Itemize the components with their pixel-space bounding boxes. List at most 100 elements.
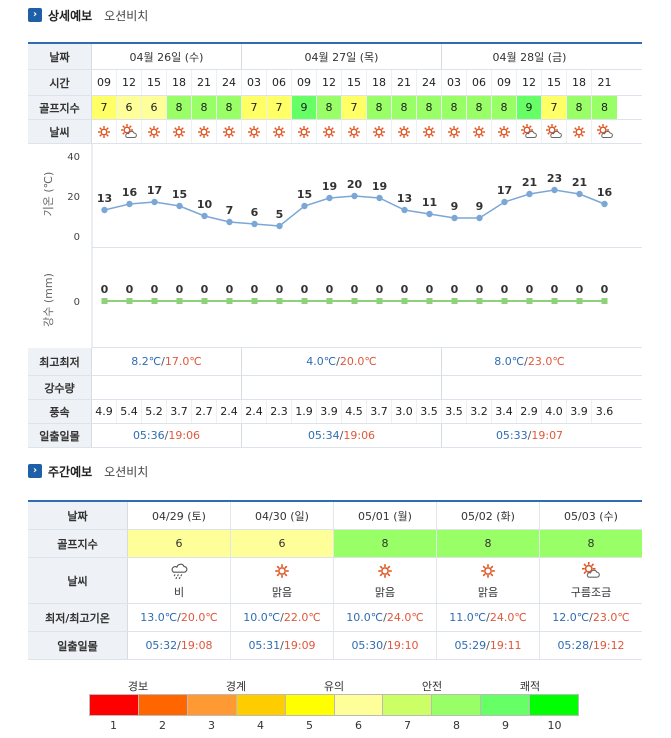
weekly-weather-row: 날씨 비 맑음 맑음 맑음 구름조금 (28, 558, 642, 604)
time-cell: 24 (417, 70, 442, 95)
data-label: 0 (326, 283, 334, 296)
scale-number: 4 (257, 719, 264, 732)
scale-swatch (90, 695, 139, 715)
detail-forecast-table: 날짜 04월 26일 (수) 04월 27일 (목) 04월 28일 (금) 시간 … (28, 42, 642, 448)
data-point (276, 298, 283, 304)
data-label: 0 (226, 283, 234, 296)
weekly-temp-label: 최저/최고기온 (28, 604, 128, 631)
golf-index-cell: 6 (117, 96, 142, 119)
data-label: 0 (576, 283, 584, 296)
scale-swatch (236, 695, 286, 715)
data-point (251, 220, 258, 228)
data-label: 0 (351, 283, 359, 296)
sun-icon (92, 120, 117, 143)
scale-swatch (187, 695, 237, 715)
golf-index-cell: 8 (367, 96, 392, 119)
rain-icon (170, 562, 188, 583)
min-temp: 13.0℃ (140, 611, 178, 624)
wind-cell: 1.9 (292, 400, 317, 423)
separator: / (383, 611, 387, 624)
sunset-time: 19:09 (283, 639, 316, 652)
time-cell: 06 (467, 70, 492, 95)
golf-index-cell: 8 (417, 96, 442, 119)
weekly-sun-cell: 05:32/19:08 (128, 632, 231, 659)
scale-number: 7 (404, 719, 411, 732)
time-cell: 21 (392, 70, 417, 95)
time-row: 시간 09 12 15 18 21 24 03 06 09 12 15 18 21 24 03 06 09 12 1… (28, 70, 642, 96)
data-label: 6 (251, 206, 259, 219)
weekly-weather-cell: 맑음 (231, 558, 334, 603)
data-label: 0 (451, 283, 459, 296)
sunset-time: 19:10 (386, 639, 419, 652)
sunrise-time: 05:29 (454, 639, 487, 652)
sunset-time: 19:07 (531, 429, 564, 442)
sun-icon (367, 120, 392, 143)
golf-index-cell: 9 (292, 96, 317, 119)
max-temp: 20.0℃ (339, 355, 377, 368)
time-cell: 15 (142, 70, 167, 95)
weekly-sun-label: 일출일몰 (28, 632, 128, 659)
partly-cloudy-icon (542, 120, 567, 143)
sun-icon (442, 120, 467, 143)
golf-index-cell: 7 (342, 96, 367, 119)
sun-icon (242, 120, 267, 143)
data-point (226, 218, 233, 226)
sunset-time: 19:06 (343, 429, 376, 442)
sun-icon (392, 120, 417, 143)
data-label: 0 (426, 283, 434, 296)
sun-icon (273, 562, 291, 583)
data-label: 0 (476, 283, 484, 296)
sunrise-time: 05:32 (145, 639, 178, 652)
wind-cell: 4.9 (92, 400, 117, 423)
wind-cell: 2.4 (242, 400, 267, 423)
sun-icon (292, 120, 317, 143)
scale-number: 6 (355, 719, 362, 732)
rain-chart-row: 강수 (mm) 0 0 0 0 0 0 0 0 0 0 0 0 0 0 0 0 0 0 0 0 0 0 (28, 248, 642, 348)
wind-cell: 4.5 (342, 400, 367, 423)
weekly-temp-cell: 10.0℃/24.0℃ (334, 604, 437, 631)
scale-number: 9 (502, 719, 509, 732)
data-point (501, 298, 508, 304)
partly-cloudy-icon (117, 120, 142, 143)
wind-cell: 5.2 (142, 400, 167, 423)
golf-index-cell: 8 (592, 96, 617, 119)
weekly-sun-cell: 05:31/19:09 (231, 632, 334, 659)
sun-icon (267, 120, 292, 143)
data-label: 20 (347, 178, 363, 191)
partly-cloudy-icon (582, 561, 600, 583)
data-point (551, 186, 558, 194)
scale-swatch (285, 695, 335, 715)
weekly-temp-cell: 13.0℃/20.0℃ (128, 604, 231, 631)
max-temp: 24.0℃ (386, 611, 424, 624)
separator: / (339, 429, 344, 442)
y-tick-label: 0 (74, 232, 80, 243)
data-point (101, 206, 108, 214)
sun-cell: 05:34/19:06 (242, 424, 442, 447)
weekly-golf-cell: 8 (437, 530, 540, 557)
scale-label: 쾌적 (519, 680, 541, 693)
min-temp: 11.0℃ (449, 611, 487, 624)
rain-amount-row: 강수량 (28, 376, 642, 400)
weekly-title: 주간예보 (48, 464, 93, 479)
data-point (476, 298, 483, 304)
data-point (451, 298, 458, 304)
scale-swatch (138, 695, 188, 715)
scale-swatch (481, 695, 531, 715)
data-point (426, 298, 433, 304)
scale-label: 유의 (323, 680, 345, 693)
data-label: 5 (276, 208, 284, 221)
rain-chart: 강수 (mm) 0 0 0 0 0 0 0 0 0 0 0 0 0 0 0 0 0 0 0 0 0 0 (28, 248, 609, 348)
data-label: 19 (322, 180, 337, 193)
rain-amount-cell (242, 376, 442, 399)
data-point (201, 298, 208, 304)
sunset-time: 19:11 (489, 639, 522, 652)
sun-row: 일출일몰 05:36/19:06 05:34/19:06 05:33/19:07 (28, 424, 642, 448)
wind-cell: 2.9 (517, 400, 542, 423)
minmax-cell: 8.0℃/23.0℃ (442, 348, 617, 375)
data-point (426, 210, 433, 218)
time-cell: 18 (167, 70, 192, 95)
time-cell: 03 (442, 70, 467, 95)
sun-icon (479, 562, 497, 583)
scale-number: 5 (306, 719, 313, 732)
separator: / (589, 611, 593, 624)
